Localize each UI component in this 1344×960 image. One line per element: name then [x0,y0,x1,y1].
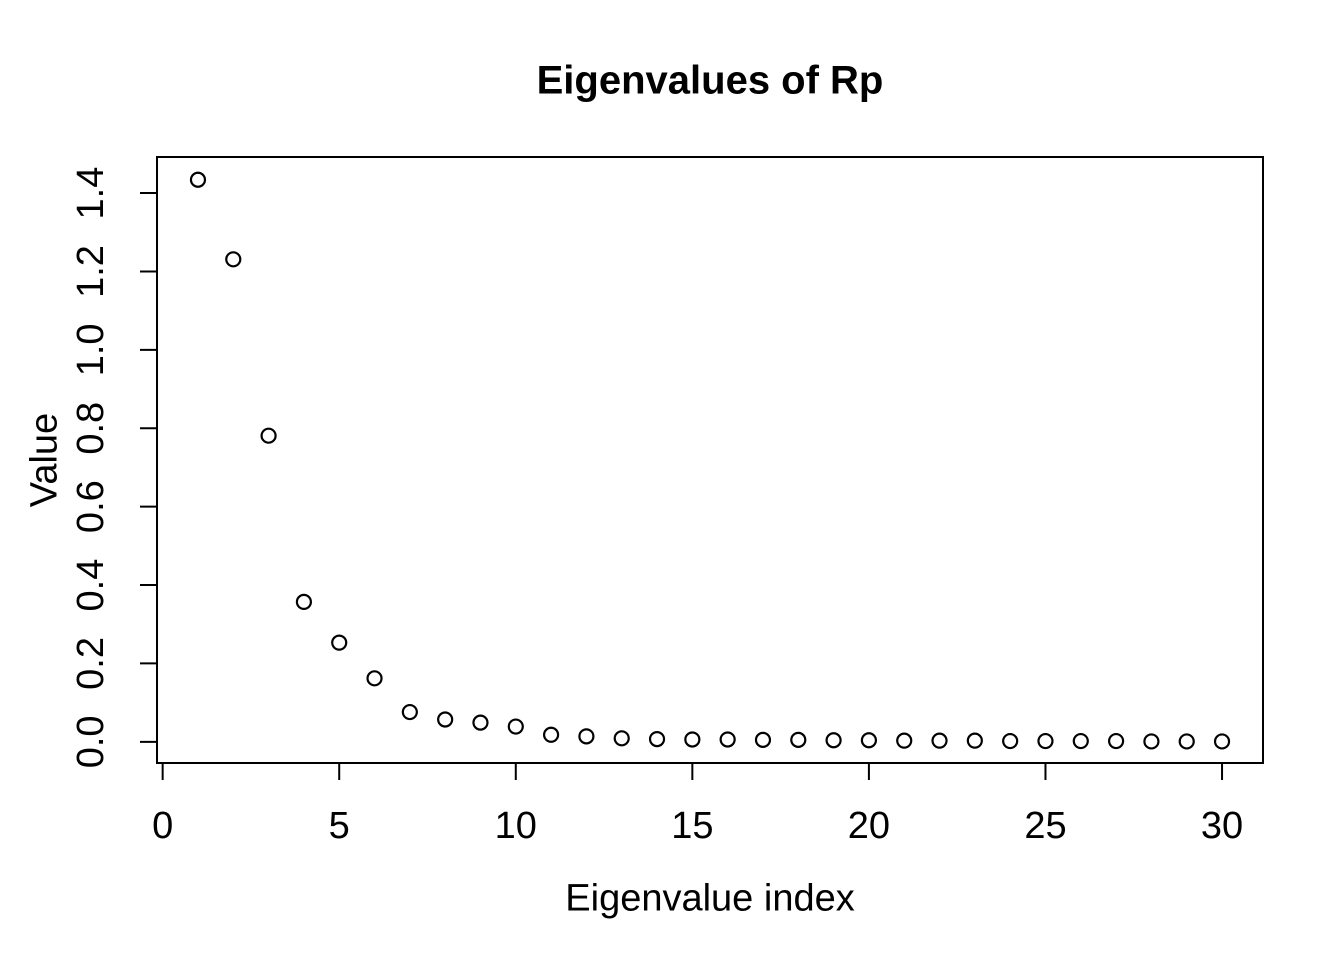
data-point [437,711,454,728]
x-axis-tick-label: 10 [495,805,537,847]
y-axis-tick-label: 0.2 [70,637,112,690]
data-point [472,714,489,731]
y-axis-tick-label: 1.4 [70,167,112,220]
y-axis-tick-label: 0.0 [70,715,112,768]
data-point [295,593,313,610]
data-point [719,731,736,748]
data-point [260,427,277,444]
data-point [1107,732,1125,750]
data-point [1178,733,1195,750]
x-axis-tick-label: 20 [848,805,890,847]
data-point [225,251,242,268]
data-point [1002,732,1019,750]
data-point [1213,733,1231,750]
x-axis-tick-label: 5 [329,805,350,847]
data-point [578,728,595,745]
data-point [366,670,383,687]
x-axis-label: Eigenvalue index [565,877,855,920]
y-axis-tick-label: 1.2 [70,245,112,298]
x-axis-tick-label: 15 [671,805,713,847]
x-axis-tick-label: 30 [1201,805,1243,847]
data-point [825,732,842,749]
y-axis-tick-label: 0.6 [70,480,112,533]
data-point [931,732,948,749]
y-axis-tick-label: 1.0 [70,323,112,376]
data-point [507,718,524,735]
data-point [542,726,560,743]
x-axis-tick-label: 0 [152,805,173,847]
x-axis-tick-label: 25 [1024,805,1066,847]
data-point [1037,732,1054,750]
data-point [966,732,983,749]
data-point [648,730,666,748]
data-point [790,731,807,748]
y-axis-tick-label: 0.8 [70,402,112,455]
data-point [189,171,207,188]
data-point [331,634,348,651]
data-point [401,703,418,721]
data-point [1143,733,1160,750]
plot-title: Eigenvalues of Rp [536,58,884,103]
y-axis-tick-label: 0.4 [70,559,112,612]
data-point [1072,732,1089,750]
plot-box [156,156,1264,764]
data-point [754,731,772,748]
data-point [613,730,630,747]
data-point [860,732,878,749]
data-point [684,731,701,748]
data-point [896,732,913,749]
